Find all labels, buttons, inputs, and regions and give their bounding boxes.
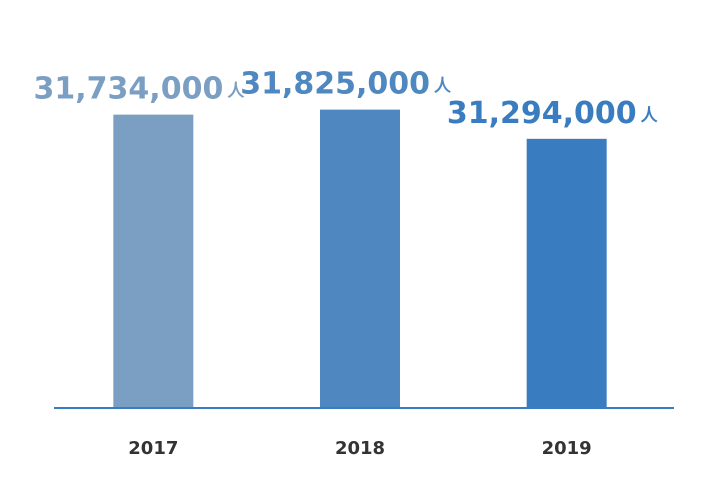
unit-label: 人 [641,106,659,126]
unit-label: 人 [227,82,245,102]
value-label: 31,734,000 [34,72,224,107]
bar [526,138,607,408]
value-label: 31,294,000 [447,96,637,131]
unit-label: 人 [434,77,452,97]
bar [113,114,194,408]
x-tick-label: 2018 [335,438,385,459]
value-label: 31,825,000 [240,67,430,102]
x-tick-label: 2019 [542,438,592,459]
bar [320,109,400,408]
x-tick-label: 2017 [128,438,178,459]
